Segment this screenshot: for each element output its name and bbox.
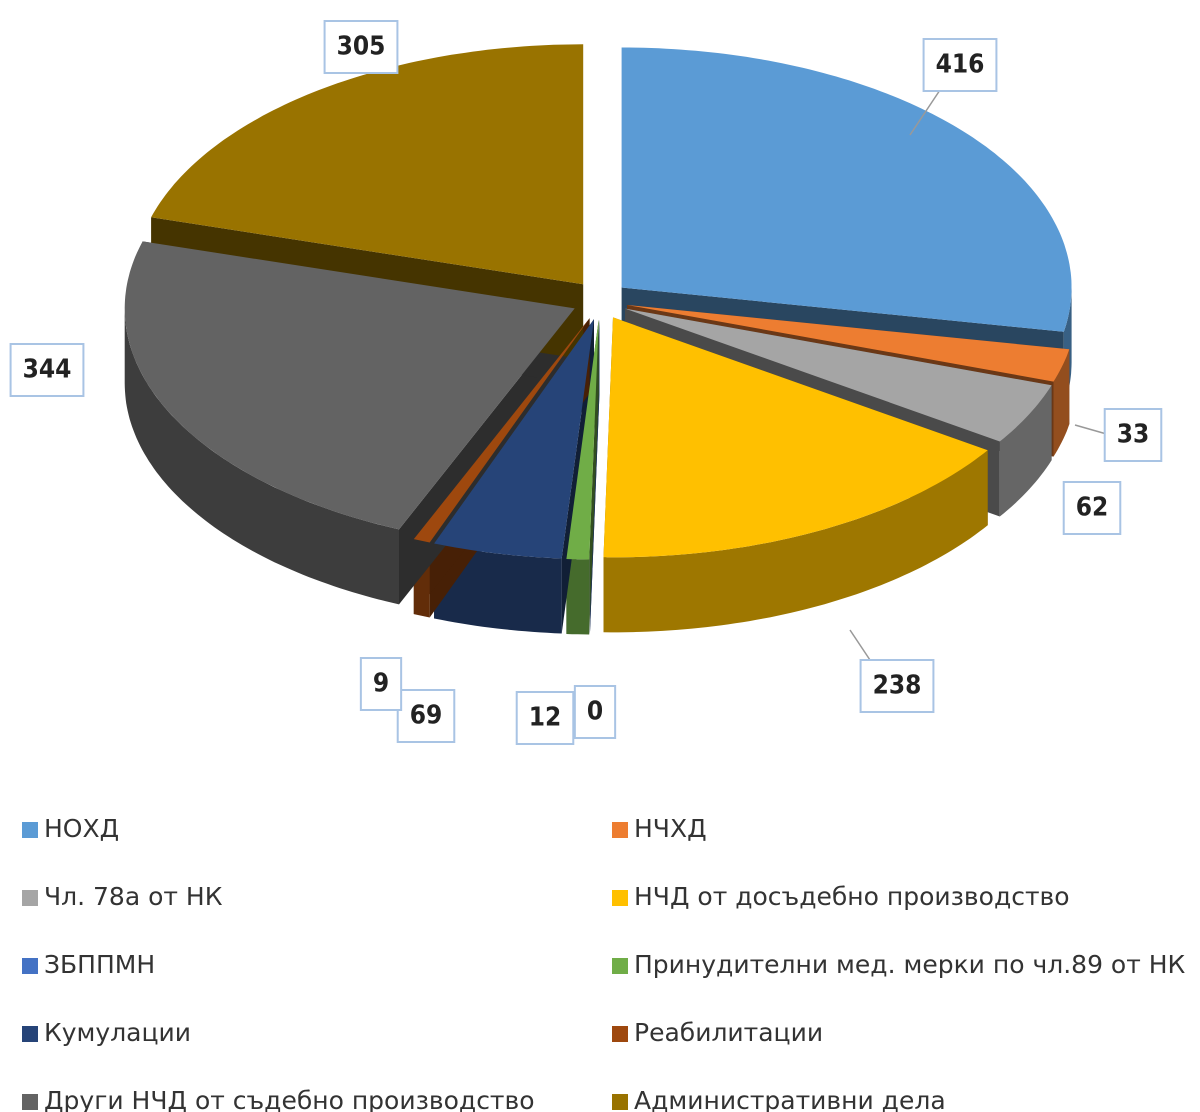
slice	[124, 241, 575, 530]
slice-wall	[999, 385, 1052, 517]
legend-swatch	[22, 890, 38, 906]
legend-swatch	[22, 958, 38, 974]
slice	[151, 44, 584, 285]
data-label-box	[359, 657, 403, 711]
slice	[621, 47, 1072, 332]
legend-label: НОХД	[44, 814, 119, 843]
pie-tops	[124, 44, 1072, 560]
data-label-box	[859, 659, 935, 713]
legend-swatch	[612, 1026, 628, 1042]
legend-label: Принудителни мед. мерки по чл.89 от НК	[634, 950, 1186, 979]
data-label-box	[1103, 408, 1163, 462]
legend-swatch	[22, 1026, 38, 1042]
legend-label: НЧД от досъдебно производство	[634, 882, 1070, 911]
legend-label: Чл. 78а от НК	[44, 882, 223, 911]
data-label: 0	[587, 697, 603, 727]
data-label: 62	[1076, 493, 1109, 523]
legend-swatch	[22, 1094, 38, 1110]
data-label: 9	[373, 669, 389, 699]
legend-swatch	[612, 822, 628, 838]
data-label-box	[515, 691, 575, 745]
data-label-box	[922, 38, 998, 92]
slice-wall	[1053, 349, 1070, 457]
leader-line	[849, 629, 871, 661]
data-label: 69	[410, 701, 443, 731]
legend-label: ЗБППМН	[44, 950, 155, 979]
legend-label: Кумулации	[44, 1018, 191, 1047]
slice	[413, 318, 590, 543]
data-label-box	[9, 343, 85, 397]
slice-wall	[124, 308, 399, 605]
legend-label: Реабилитации	[634, 1018, 823, 1047]
data-label: 12	[529, 703, 562, 733]
data-label: 238	[873, 671, 922, 701]
slice-wall	[566, 559, 590, 635]
data-label: 33	[1117, 420, 1150, 450]
slice	[603, 317, 988, 558]
leader-line	[909, 89, 941, 136]
data-label-box	[573, 685, 617, 739]
legend-label: Други НЧД от съдебно производство	[44, 1086, 535, 1112]
data-label: 416	[936, 50, 985, 80]
slice-wall	[603, 450, 988, 633]
legend-label: НЧХД	[634, 814, 707, 843]
data-label-box	[396, 689, 456, 743]
slice	[627, 305, 1070, 382]
legend-swatch	[612, 958, 628, 974]
slice	[566, 319, 599, 560]
data-label-box	[323, 20, 399, 74]
slice	[625, 308, 1052, 442]
data-label-box	[1062, 481, 1122, 535]
legend-label: Административни дела	[634, 1086, 946, 1112]
slice	[434, 319, 594, 559]
legend-swatch	[612, 890, 628, 906]
legend-swatch	[22, 822, 38, 838]
legend-swatch	[612, 1094, 628, 1110]
data-label: 344	[23, 355, 72, 385]
data-label: 305	[337, 32, 386, 62]
